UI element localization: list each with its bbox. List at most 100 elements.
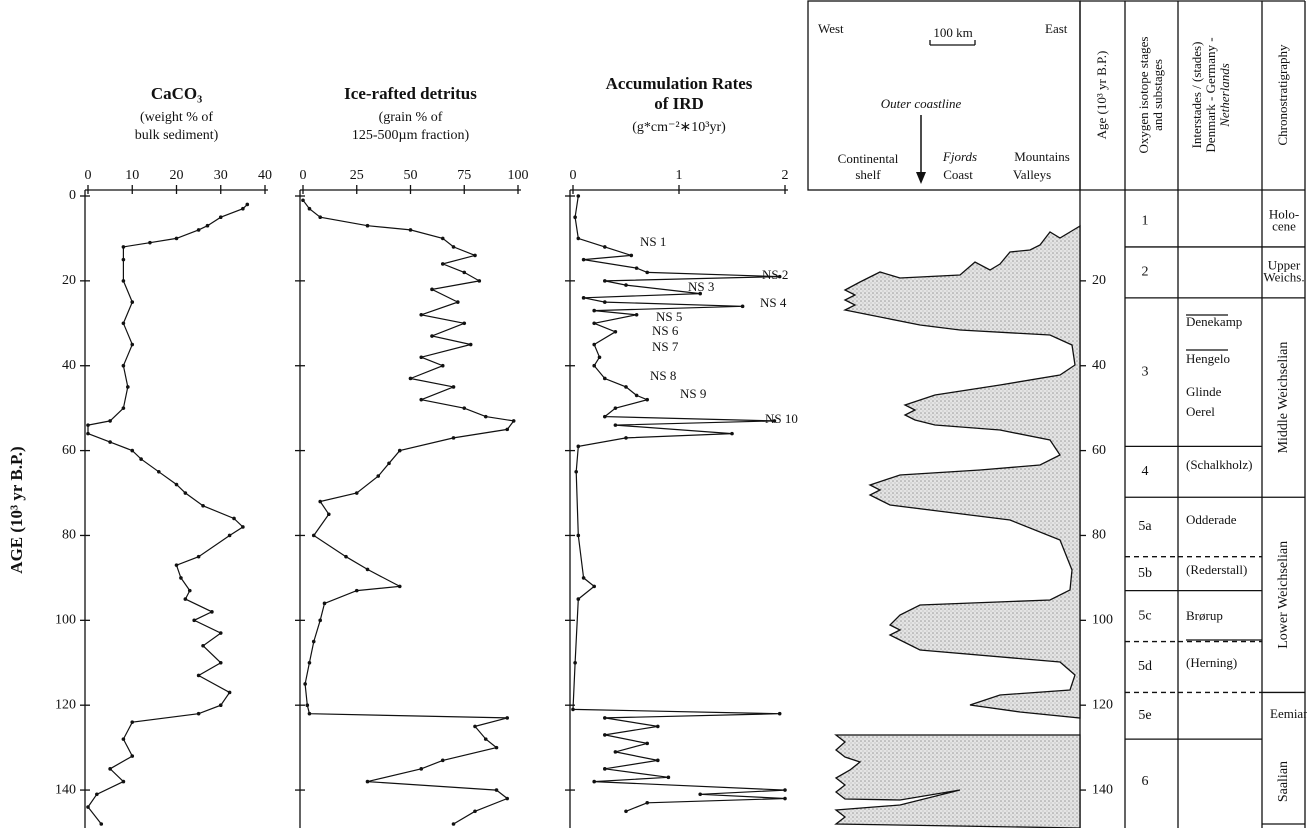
valleys-label: Valleys	[1013, 167, 1051, 182]
data-point	[613, 423, 618, 427]
data-point	[624, 283, 628, 287]
stage-label: 5d	[1138, 659, 1152, 674]
data-point	[419, 397, 424, 402]
data-point	[318, 499, 323, 504]
age-tick-label: 80	[1092, 528, 1106, 543]
data-point	[645, 741, 649, 746]
chrono-label: Saalian	[1276, 761, 1291, 802]
shelf-label: Continental	[838, 151, 899, 166]
data-point	[179, 576, 183, 580]
data-point	[656, 724, 660, 729]
data-point	[354, 588, 359, 593]
data-point	[307, 711, 312, 716]
data-point	[783, 788, 787, 792]
stage-label: 3	[1142, 364, 1149, 379]
chart-subtitle: (grain % of	[379, 110, 443, 125]
x-tick-label: 30	[214, 168, 228, 183]
stage-label: 4	[1142, 464, 1149, 479]
stage-label: 5a	[1138, 519, 1152, 534]
data-point	[86, 431, 90, 436]
mountains-label: Mountains	[1014, 149, 1070, 164]
data-point	[218, 215, 223, 220]
data-point	[354, 491, 359, 495]
data-point	[139, 457, 143, 461]
data-point	[571, 707, 575, 712]
fjords-label: Fjords	[942, 149, 977, 164]
annotation: NS 9	[680, 386, 706, 401]
data-point	[205, 223, 210, 228]
interstade-label: Glinde	[1186, 384, 1222, 399]
x-tick-label: 1	[676, 168, 683, 183]
x-tick-label: 0	[570, 168, 577, 183]
x-tick-label: 2	[782, 168, 789, 183]
chart-title: Accumulation Rates	[606, 74, 753, 93]
x-tick-label: 50	[404, 168, 418, 183]
data-point	[592, 363, 596, 368]
data-point	[634, 393, 639, 398]
profile-line	[302, 199, 515, 825]
data-point	[196, 673, 201, 678]
data-point	[777, 274, 782, 279]
data-point	[473, 809, 477, 814]
data-point	[505, 427, 510, 432]
data-point	[121, 406, 126, 410]
data-point	[576, 236, 581, 241]
data-point	[451, 436, 456, 440]
data-point	[99, 822, 104, 826]
data-point	[645, 270, 649, 275]
interstade-label: (Schalkholz)	[1186, 457, 1252, 472]
data-point	[126, 385, 130, 389]
data-point	[698, 291, 702, 296]
data-point	[603, 767, 607, 771]
data-point	[473, 724, 477, 729]
data-point	[613, 406, 618, 410]
data-point	[327, 512, 331, 517]
data-point	[210, 610, 214, 614]
data-point	[108, 440, 112, 444]
data-point	[574, 470, 578, 474]
data-point	[227, 533, 232, 538]
coastline-label: Outer coastline	[881, 96, 962, 111]
glaciation-diagram: West 100 km East Outer coastline Contine…	[807, 0, 1307, 828]
y-tick-label: 80	[62, 528, 76, 543]
data-point	[666, 775, 671, 780]
stage-label: 5b	[1138, 566, 1152, 581]
data-point	[121, 279, 126, 283]
data-point	[603, 245, 607, 249]
data-point	[121, 257, 126, 262]
data-point	[430, 287, 434, 292]
annotation: NS 5	[656, 309, 682, 324]
data-point	[305, 703, 310, 707]
data-point	[174, 563, 179, 567]
column-title: Chronostratigraphy	[1275, 44, 1290, 146]
column-title: and substages	[1150, 59, 1165, 131]
data-point	[318, 618, 323, 623]
data-point	[174, 482, 179, 487]
x-tick-label: 40	[258, 168, 272, 183]
data-point	[581, 576, 586, 580]
x-tick-label: 75	[457, 168, 471, 183]
interstade-label: Hengelo	[1186, 351, 1230, 366]
data-point	[634, 313, 639, 317]
data-point	[344, 554, 348, 559]
data-point	[613, 329, 618, 334]
data-point	[307, 206, 312, 211]
data-point	[408, 376, 413, 381]
age-tick-label: 40	[1092, 358, 1106, 373]
x-tick-label: 0	[300, 168, 307, 183]
data-point	[624, 385, 628, 389]
data-point	[408, 228, 413, 232]
data-point	[130, 720, 135, 724]
x-tick-label: 10	[125, 168, 139, 183]
coastline-arrow	[916, 172, 926, 184]
data-point	[440, 262, 445, 266]
age-tick-label: 60	[1092, 443, 1106, 458]
stage-label: 2	[1142, 265, 1149, 280]
data-point	[494, 788, 499, 792]
data-point	[95, 792, 99, 797]
data-point	[311, 533, 316, 538]
data-point	[174, 236, 179, 241]
y-tick-label: 20	[62, 273, 76, 288]
data-point	[634, 266, 639, 270]
